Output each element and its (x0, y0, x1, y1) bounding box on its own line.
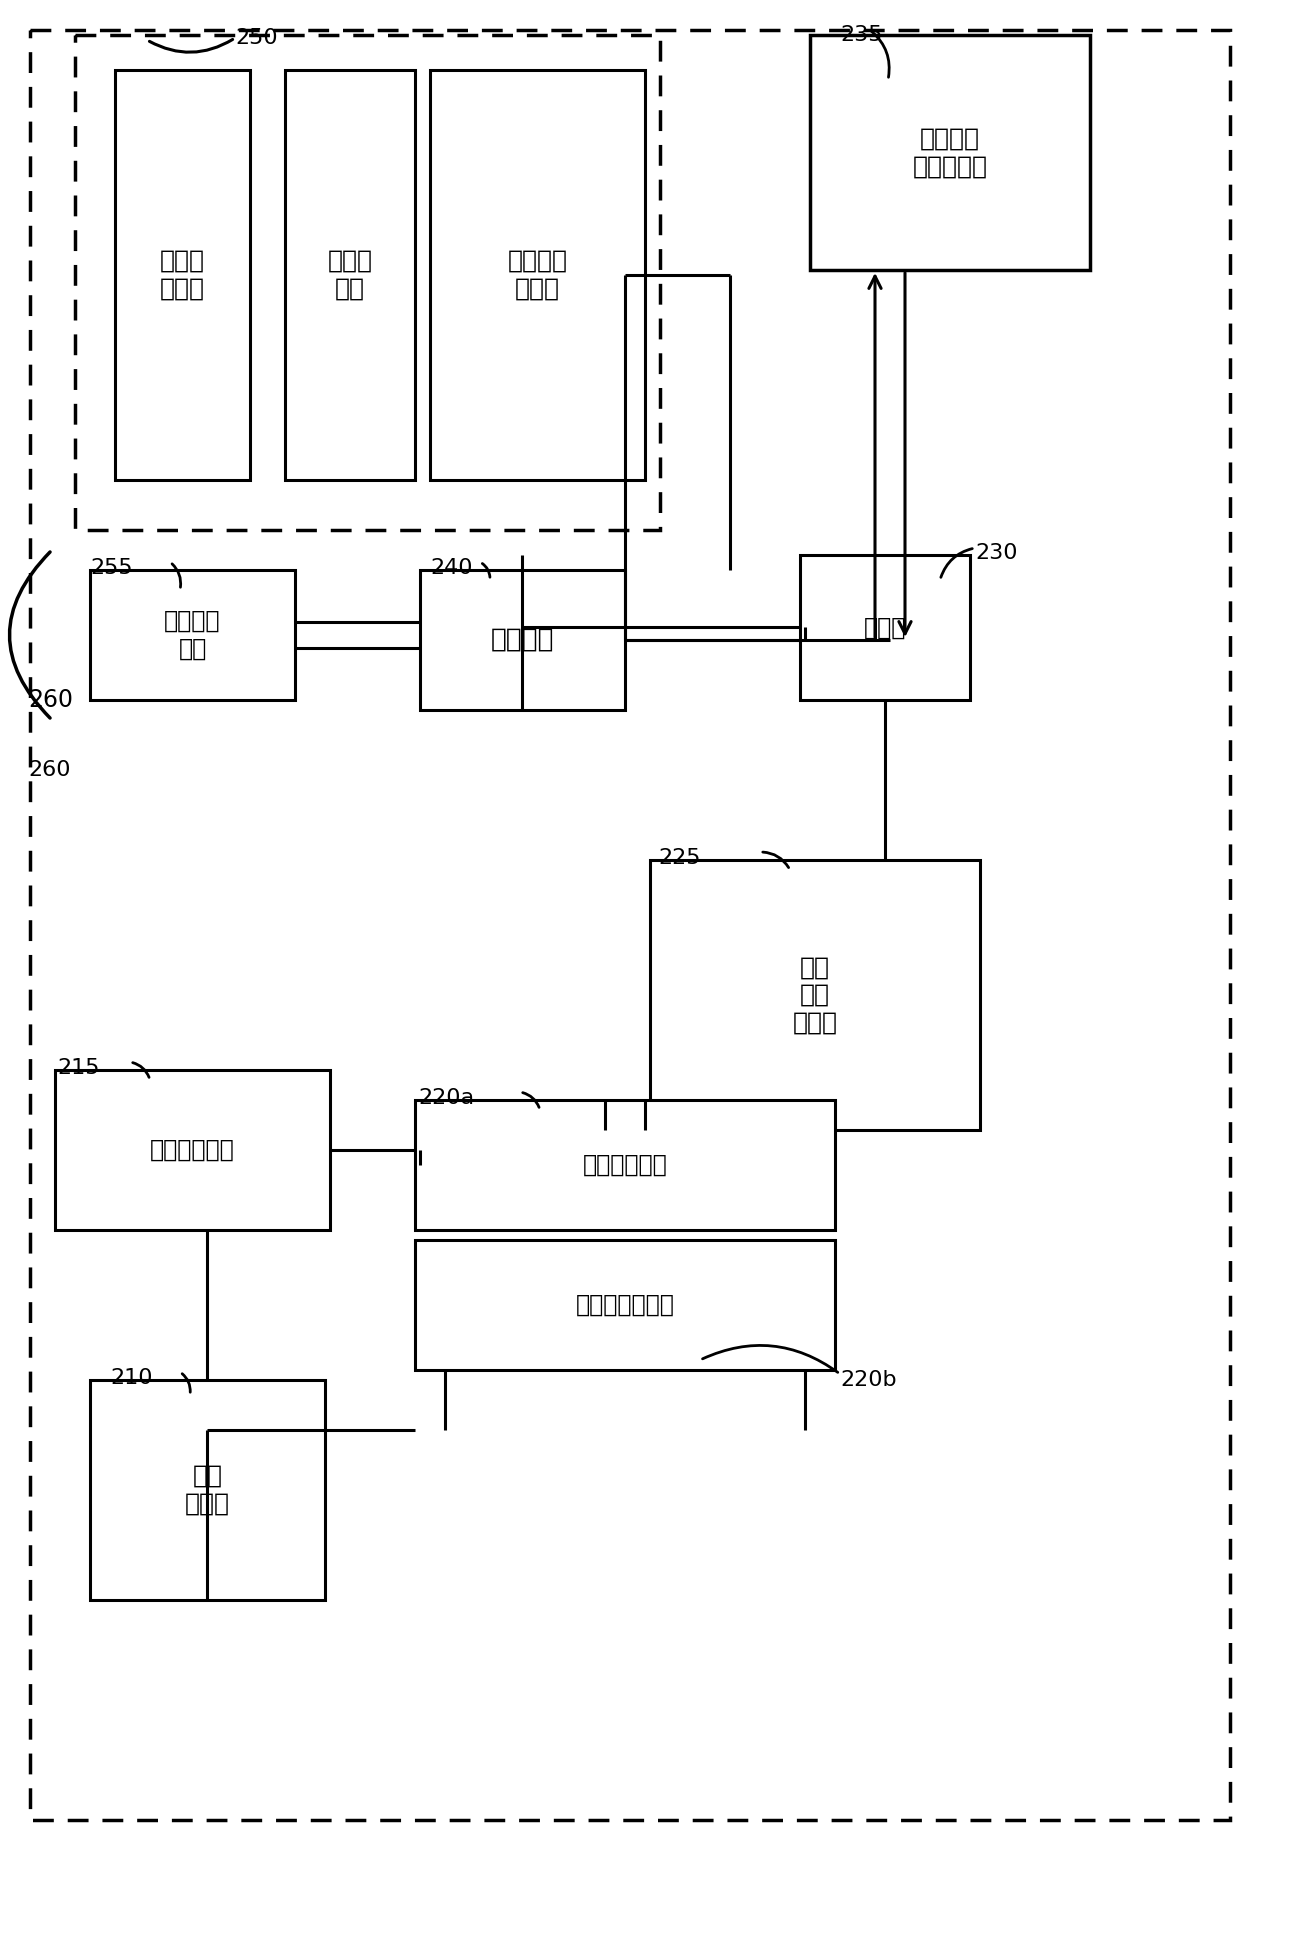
Text: 210: 210 (110, 1369, 153, 1388)
Bar (415, 1239, 835, 1371)
Text: 220a: 220a (418, 1088, 475, 1107)
Text: 非电性量测单元: 非电性量测单元 (575, 1293, 675, 1316)
Text: 容量转换
方程式: 容量转换 方程式 (507, 250, 568, 300)
Text: 255: 255 (91, 558, 133, 579)
Text: 电池保护电路: 电池保护电路 (150, 1138, 235, 1162)
Text: 电性量测单元: 电性量测单元 (583, 1154, 667, 1177)
Text: 模拟
数字
转换器: 模拟 数字 转换器 (793, 954, 838, 1036)
Text: 240: 240 (431, 558, 472, 579)
Text: 开回路
电压表: 开回路 电压表 (160, 250, 206, 300)
Bar (650, 860, 980, 1131)
Bar (75, 35, 659, 530)
Text: 220b: 220b (840, 1371, 896, 1390)
Text: 225: 225 (658, 848, 701, 867)
Text: 容量演算
程式: 容量演算 程式 (164, 610, 221, 660)
Bar (284, 70, 415, 480)
Bar (420, 569, 625, 711)
Text: 230: 230 (975, 542, 1018, 563)
Text: 多节
电池芚: 多节 电池芚 (185, 1464, 230, 1516)
Bar (800, 556, 970, 701)
Bar (91, 1380, 325, 1599)
Text: 电池沟通
协议控制器: 电池沟通 协议控制器 (913, 126, 988, 178)
Text: 250: 250 (235, 27, 278, 48)
Text: 微处理器: 微处理器 (491, 627, 555, 652)
Text: 260: 260 (28, 687, 72, 712)
Bar (415, 1100, 835, 1229)
Bar (56, 1071, 330, 1229)
Text: 235: 235 (840, 25, 883, 45)
Bar (809, 35, 1090, 269)
Text: 电流增
益表: 电流增 益表 (327, 250, 372, 300)
Text: 累合计: 累合计 (864, 616, 906, 639)
Bar (115, 70, 250, 480)
Bar (431, 70, 645, 480)
Text: 215: 215 (57, 1057, 100, 1078)
Bar (91, 569, 295, 701)
Text: 260: 260 (28, 761, 71, 780)
